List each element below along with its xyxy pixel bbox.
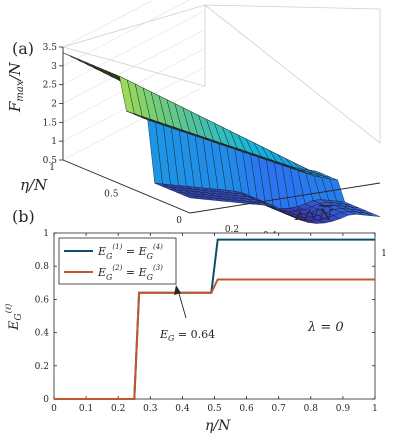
x-tick-label: 0.8 xyxy=(304,404,319,414)
eta-tick-label: 0.5 xyxy=(104,190,119,200)
z-ticks: 0.5 1 1.5 2 2.5 3 3.5 xyxy=(43,43,63,166)
legend-box xyxy=(58,237,177,285)
grid-line xyxy=(62,29,206,104)
annotation-arrow-line xyxy=(177,289,187,319)
panel-b-label: (b) xyxy=(12,207,35,226)
lambda-tick-label: 0.2 xyxy=(225,225,239,235)
z-tick-label: 0.5 xyxy=(43,156,58,166)
back-wall-right xyxy=(203,4,381,144)
annotation-arrow-head xyxy=(174,285,181,295)
grid-line xyxy=(62,0,190,67)
fmax-surface xyxy=(62,52,381,224)
y-axis-label: EG(ℓ) xyxy=(4,304,24,331)
x-ticks: 0 0.1 0.2 0.3 0.4 0.5 0.6 0.7 0.8 0.9 1 xyxy=(51,233,378,414)
x-tick-label: 0.7 xyxy=(272,404,287,414)
x-axis-label: η/N xyxy=(205,418,231,434)
eta-ticks: 00.51 xyxy=(49,163,182,226)
x-tick-label: 0.6 xyxy=(239,404,254,414)
surface-patch xyxy=(364,212,381,217)
panel-a-floor-edge xyxy=(62,159,381,214)
panel-a: (a) 0.511.522.533.5 00.51 0.20.40.60.81 … xyxy=(6,0,387,259)
y-tick-label: 0.4 xyxy=(35,329,50,339)
y-tick-label: 1 xyxy=(43,229,49,239)
z-tick-label: 2.5 xyxy=(43,81,58,91)
grid-line xyxy=(62,85,206,161)
z-tick-label: 3.5 xyxy=(43,43,58,53)
x-tick-label: 0.9 xyxy=(336,404,351,414)
z-tick-label: 2 xyxy=(51,100,57,110)
z-axis-label: Fmax/N xyxy=(6,61,26,113)
y-tick-label: 0.8 xyxy=(35,262,50,272)
eta-axis-label: η/N xyxy=(20,176,48,194)
x-tick-label: 0.5 xyxy=(207,404,222,414)
grid-line xyxy=(62,10,206,85)
y-tick-label: 0.6 xyxy=(35,295,50,305)
y-tick-label: 0 xyxy=(43,395,49,405)
panel-a-label: (a) xyxy=(12,39,34,58)
z-tick-label: 3 xyxy=(51,62,57,72)
grid-line xyxy=(62,0,154,48)
z-tick-label: 1 xyxy=(51,137,57,147)
eta-tick-label: 0 xyxy=(176,216,182,226)
x-tick-label: 1 xyxy=(372,404,378,414)
z-tick-label: 1.5 xyxy=(43,118,58,128)
x-tick-label: 0.1 xyxy=(79,404,93,414)
eta-tick-label: 1 xyxy=(49,163,55,173)
legend: EG(1) = EG(4) EG(2) = EG(3) xyxy=(58,237,177,285)
annotation-lambda: λ = 0 xyxy=(307,320,344,335)
y-ticks: 0 0.2 0.4 0.6 0.8 1 xyxy=(35,229,375,405)
lambda-tick-label: 1 xyxy=(381,249,387,259)
x-tick-label: 0.4 xyxy=(175,404,190,414)
lambda-axis-label: λ/√N xyxy=(294,206,333,224)
x-tick-label: 0.2 xyxy=(111,404,125,414)
panel-b: (b) 0 0.1 0.2 0.3 0.4 0.5 0.6 0.7 0.8 0.9 1 0 0.2 0.… xyxy=(4,207,378,434)
x-tick-label: 0.3 xyxy=(143,404,158,414)
y-tick-label: 0.2 xyxy=(35,362,49,372)
x-tick-label: 0 xyxy=(51,404,57,414)
annotation-eg: EG = 0.64 xyxy=(159,328,215,343)
